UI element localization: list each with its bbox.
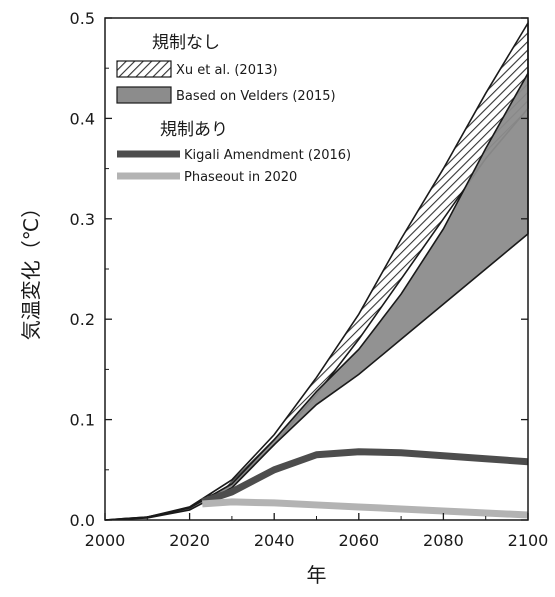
x-tick-label: 2060 bbox=[338, 531, 379, 550]
y-axis-title: 気温変化（℃） bbox=[19, 198, 43, 340]
y-tick-label: 0.4 bbox=[70, 109, 95, 128]
legend-heading-regulation: 規制あり bbox=[160, 120, 228, 140]
legend-swatch-xu-2013 bbox=[116, 60, 172, 78]
y-tick-label: 0.0 bbox=[70, 511, 95, 530]
legend-heading-no-regulation: 規制なし bbox=[152, 33, 220, 53]
legend: 規制なし Xu et al. (2013) Based on Velders (20… bbox=[116, 33, 351, 185]
legend-label-xu-2013: Xu et al. (2013) bbox=[176, 63, 278, 78]
legend-label-kigali-2016: Kigali Amendment (2016) bbox=[184, 148, 351, 163]
y-tick-label: 0.1 bbox=[70, 411, 95, 430]
y-tick-label: 0.5 bbox=[70, 9, 95, 28]
x-tick-label: 2080 bbox=[423, 531, 464, 550]
legend-swatch-velders-2015 bbox=[116, 86, 172, 104]
x-axis-title: 年 bbox=[307, 563, 327, 587]
y-tick-label: 0.3 bbox=[70, 210, 95, 229]
line-phaseout-2020 bbox=[202, 498, 529, 519]
ticks-layer: 2000 2020 2040 2060 2080 2100 0.0 0.1 0.2 0.3 0.4 0… bbox=[70, 9, 549, 550]
legend-label-phaseout-2020: Phaseout in 2020 bbox=[184, 170, 297, 185]
lines-layer bbox=[201, 448, 529, 519]
x-tick-label: 2040 bbox=[254, 531, 295, 550]
line-kigali-2016 bbox=[201, 448, 529, 506]
x-tick-label: 2020 bbox=[169, 531, 210, 550]
x-tick-label: 2100 bbox=[508, 531, 549, 550]
y-tick-label: 0.2 bbox=[70, 310, 95, 329]
legend-label-velders-2015: Based on Velders (2015) bbox=[176, 89, 336, 104]
x-tick-label: 2000 bbox=[85, 531, 126, 550]
